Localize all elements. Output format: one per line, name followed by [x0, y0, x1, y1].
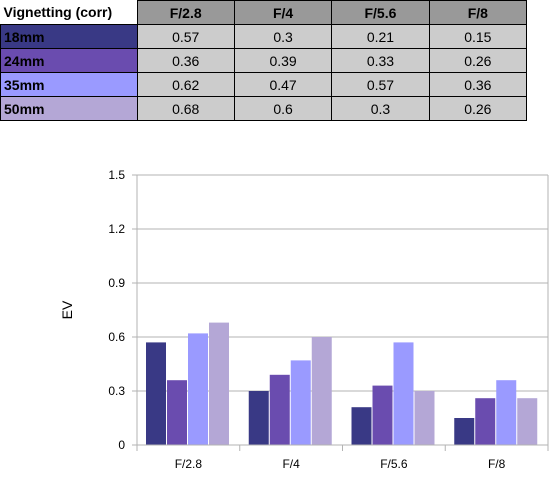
y-tick-label: 0.6	[108, 330, 125, 344]
bar	[414, 391, 435, 445]
table-cell: 0.6	[233, 96, 333, 121]
row-label: 18mm	[0, 24, 138, 49]
bar	[167, 380, 187, 445]
bar	[393, 342, 414, 445]
y-tick-label: 0.3	[108, 384, 125, 398]
bar	[311, 337, 332, 445]
bar	[454, 418, 475, 445]
column-header: F/8	[428, 0, 528, 25]
table-cell: 0.26	[428, 96, 528, 121]
table-cell: 0.36	[136, 48, 235, 73]
column-header: F/5.6	[331, 0, 430, 25]
table-cell: 0.3	[233, 24, 333, 49]
table-cell: 0.39	[233, 48, 333, 73]
y-axis-label: EV	[59, 300, 75, 319]
table-row: 50mm 0.68 0.6 0.3 0.26	[0, 96, 528, 121]
table-cell: 0.57	[136, 24, 235, 49]
column-header: F/4	[233, 0, 333, 25]
bar	[146, 342, 166, 445]
table-row: 24mm 0.36 0.39 0.33 0.26	[0, 48, 528, 73]
table-cell: 0.68	[136, 96, 235, 121]
column-header: F/2.8	[136, 0, 235, 25]
table-row: 35mm 0.62 0.47 0.57 0.36	[0, 72, 528, 97]
row-label: 50mm	[0, 96, 138, 121]
bar	[188, 333, 208, 445]
table-cell: 0.21	[331, 24, 430, 49]
table-cell: 0.57	[331, 72, 430, 97]
vignetting-table: Vignetting (corr) F/2.8 F/4 F/5.6 F/8 18…	[0, 0, 528, 121]
bar	[517, 398, 538, 445]
row-label: 35mm	[0, 72, 138, 97]
x-tick-label: F/5.6	[380, 457, 408, 471]
x-tick-label: F/8	[488, 457, 506, 471]
y-tick-label: 1.5	[108, 168, 125, 182]
table-title: Vignetting (corr)	[0, 0, 138, 25]
bar	[269, 374, 290, 445]
bar	[475, 398, 496, 445]
bar	[209, 322, 229, 445]
y-tick-label: 0	[118, 438, 125, 452]
table-cell: 0.33	[331, 48, 430, 73]
x-tick-label: F/4	[282, 457, 300, 471]
table-cell: 0.62	[136, 72, 235, 97]
row-label: 24mm	[0, 48, 138, 73]
bar	[290, 360, 311, 445]
table-row: 18mm 0.57 0.3 0.21 0.15	[0, 24, 528, 49]
table-cell: 0.47	[233, 72, 333, 97]
bar	[248, 391, 269, 445]
table-cell: 0.3	[331, 96, 430, 121]
table-header-row: Vignetting (corr) F/2.8 F/4 F/5.6 F/8	[0, 0, 528, 25]
bar	[496, 380, 517, 445]
bar	[351, 407, 372, 445]
y-tick-label: 0.9	[108, 276, 125, 290]
table-cell: 0.26	[428, 48, 528, 73]
x-tick-label: F/2.8	[175, 457, 203, 471]
y-tick-label: 1.2	[108, 222, 125, 236]
table-cell: 0.36	[428, 72, 528, 97]
bar	[372, 385, 393, 445]
table-cell: 0.15	[428, 24, 528, 49]
vignetting-bar-chart: 0 0.3 0.6 0.9 1.2 1.5 EV F/2.8 F/4 F/5.6 F/8	[59, 168, 549, 471]
